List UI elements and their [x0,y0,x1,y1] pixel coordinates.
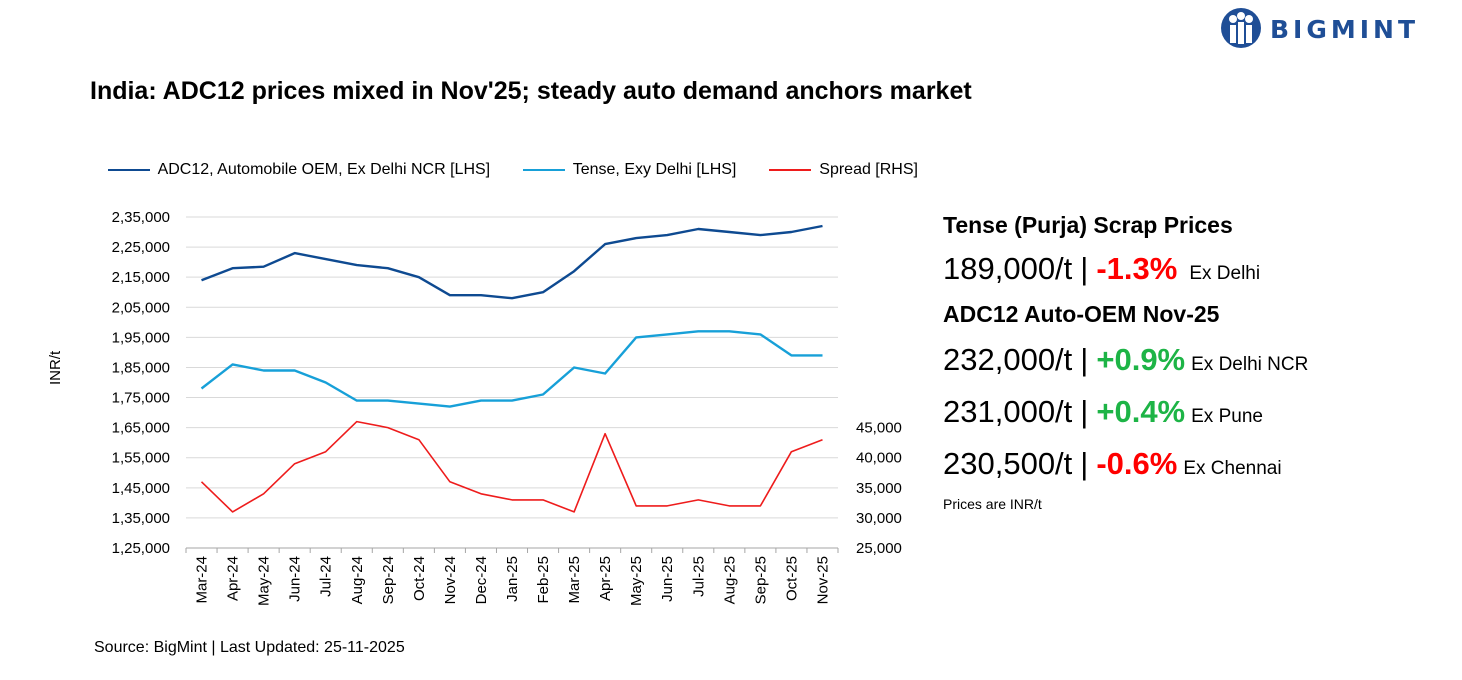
price-location: Ex Chennai [1183,458,1282,479]
x-tick-label: Aug-25 [721,556,738,604]
x-tick-label: Oct-24 [411,556,428,601]
y-tick-label-left: 2,35,000 [112,209,170,226]
legend-label-adc12: ADC12, Automobile OEM, Ex Delhi NCR [LHS… [157,161,491,178]
legend-swatch-adc12 [108,168,150,171]
y-tick-label-left: 2,25,000 [112,239,170,256]
y-tick-label-right: 40,000 [856,450,902,467]
y-tick-label-left: 1,75,000 [112,390,170,407]
adc12-line [201,224,823,300]
y-tick-label-right: 30,000 [856,510,902,527]
price-location: Ex Delhi [1189,263,1261,284]
spread-line [200,420,823,513]
y-tick-label-left: 2,05,000 [112,299,170,316]
x-tick-label: Jul-25 [690,556,707,597]
x-tick-label: Jan-25 [504,556,521,602]
price-row-adc12-pune: 231,000/t | +0.4% Ex Pune [943,394,1443,430]
x-tick-label: Oct-25 [783,556,800,601]
bigmint-logo-icon [1221,8,1261,48]
legend-label-spread: Spread [RHS] [819,161,918,178]
chart-title: India: ADC12 prices mixed in Nov'25; ste… [90,77,972,105]
x-tick-label: Jul-24 [318,556,335,597]
price-row-adc12-delhi: 232,000/t | +0.9% Ex Delhi NCR [943,342,1443,378]
legend-item-adc12: ADC12, Automobile OEM, Ex Delhi NCR [LHS… [108,161,490,179]
x-tick-label: Nov-25 [814,556,831,604]
source-note: Source: BigMint | Last Updated: 25-11-20… [94,639,405,656]
price-change: -1.3% [1096,251,1178,286]
price-location: Ex Pune [1191,406,1263,427]
price-panel: Tense (Purja) Scrap Prices 189,000/t | -1.… [943,212,1443,512]
price-change: +0.9% [1096,342,1186,377]
y-tick-label-left: 1,95,000 [112,329,170,346]
legend-label-tense: Tense, Exy Delhi [LHS] [572,161,737,178]
price-change: +0.4% [1096,394,1186,429]
x-tick-label: Jun-24 [287,556,304,602]
price-location: Ex Delhi NCR [1191,354,1309,375]
price-row-tense-delhi: 189,000/t | -1.3% Ex Delhi [943,251,1443,287]
y-tick-label-left: 2,15,000 [112,269,170,286]
x-tick-label: May-24 [256,556,273,606]
price-change: -0.6% [1096,446,1178,481]
x-tick-label: Aug-24 [349,556,366,604]
x-tick-label: Jun-25 [659,556,676,602]
x-tick-label: Dec-24 [473,556,490,604]
separator: | [1080,251,1089,286]
x-tick-label: Nov-24 [442,556,459,604]
x-tick-label: Apr-24 [225,556,242,601]
x-tick-label: Mar-24 [194,556,211,604]
panel-heading-tense: Tense (Purja) Scrap Prices [943,212,1233,238]
line-chart: 2,35,000 2,25,000 2,15,000 2,05,000 1,95,000… [112,209,902,606]
y-tick-label-left: 1,25,000 [112,540,170,557]
x-tick-label: Sep-25 [752,556,769,604]
y-tick-label-left: 1,85,000 [112,359,170,376]
y-tick-label-left: 1,55,000 [112,450,170,467]
y-axis-label: INR/t [47,350,64,385]
brand-name: BIGMINT [1270,15,1420,44]
tense-line [200,330,823,408]
legend-item-tense: Tense, Exy Delhi [LHS] [522,161,737,179]
y-tick-label-right: 35,000 [856,480,902,497]
x-tick-label: May-25 [628,556,645,606]
chart-legend: ADC12, Automobile OEM, Ex Delhi NCR [LHS… [108,161,946,183]
units-note: Prices are INR/t [943,496,1042,512]
separator: | [1080,342,1089,377]
legend-item-spread: Spread [RHS] [768,161,918,179]
price-value: 230,500/t [943,446,1073,481]
y-tick-label-left: 1,65,000 [112,420,170,437]
legend-swatch-spread [768,168,811,171]
separator: | [1080,394,1089,429]
y-tick-label-right: 45,000 [856,420,902,437]
y-tick-label-left: 1,35,000 [112,510,170,527]
separator: | [1080,446,1089,481]
price-row-adc12-chennai: 230,500/t | -0.6% Ex Chennai [943,446,1443,482]
price-value: 232,000/t [943,342,1073,377]
x-tick-label: Apr-25 [597,556,614,601]
x-tick-label: Sep-24 [380,556,397,604]
bigmint-logo: BIGMINT [1218,6,1450,50]
legend-swatch-tense [522,168,565,171]
price-value: 189,000/t [943,251,1073,286]
y-tick-label-right: 25,000 [856,540,902,557]
y-tick-label-left: 1,45,000 [112,480,170,497]
price-value: 231,000/t [943,394,1073,429]
x-tick-label: Feb-25 [535,556,552,604]
x-tick-label: Mar-25 [566,556,583,604]
panel-heading-adc12: ADC12 Auto-OEM Nov-25 [943,301,1220,327]
